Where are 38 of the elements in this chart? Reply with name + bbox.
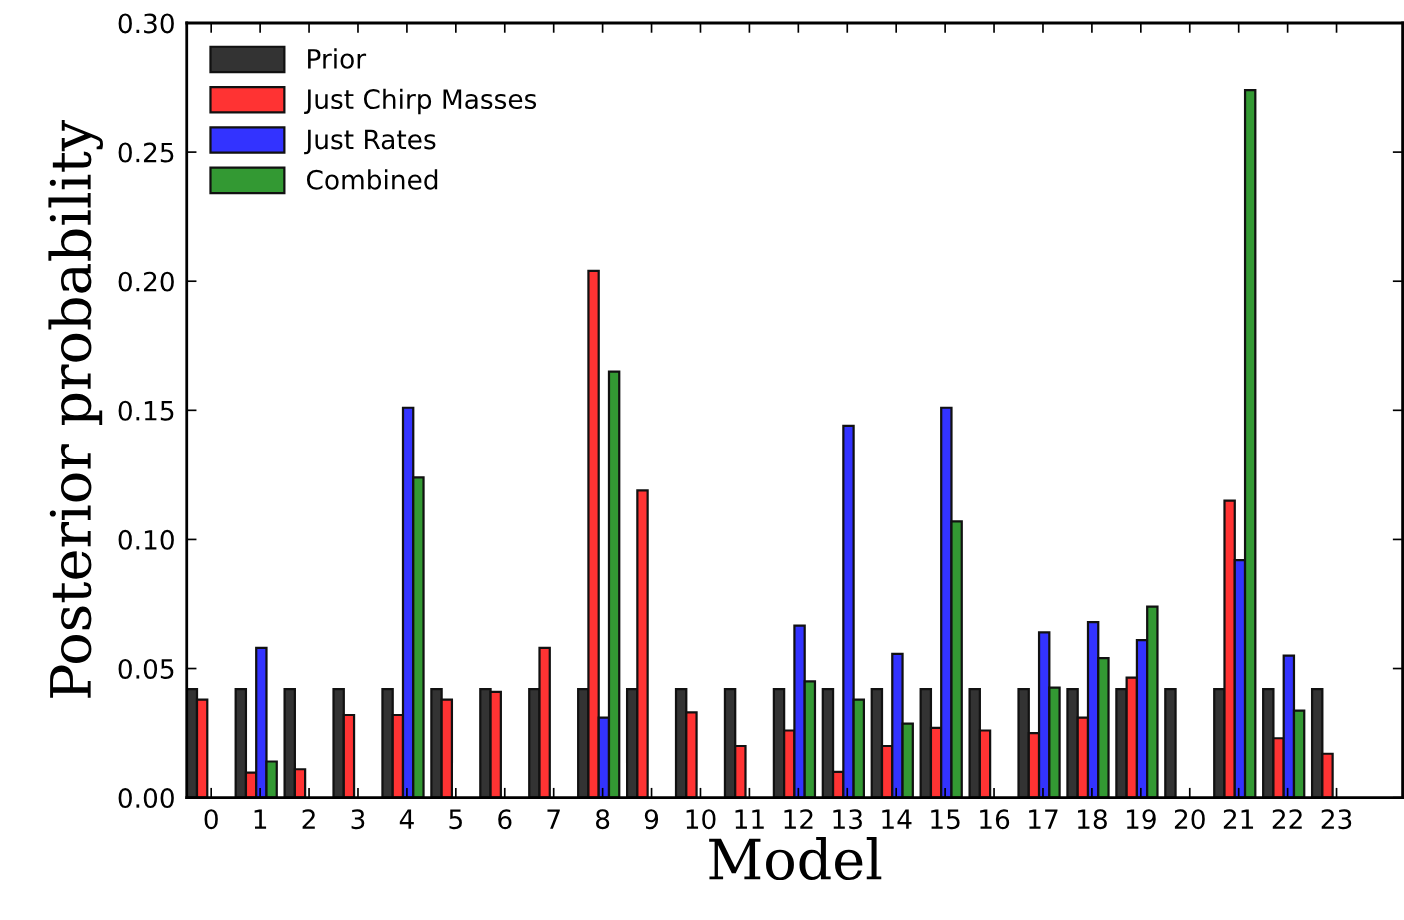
x-tick-label: 18: [1078, 809, 1107, 830]
x-tick-label: 23: [1321, 809, 1352, 830]
x-tick-label: 6: [498, 809, 512, 830]
x-tick-label: 3: [351, 809, 365, 830]
y-tick-label: 0.00: [118, 788, 174, 809]
x-tick-label: 16: [980, 809, 1010, 830]
x-tick-label: 11: [735, 809, 764, 829]
x-tick-label: 20: [1174, 809, 1205, 830]
x-tick-label: 19: [1126, 809, 1156, 830]
y-tick-label: 0.30: [118, 13, 174, 34]
legend-label: Just Rates: [304, 129, 436, 155]
x-axis-title: Model: [709, 837, 882, 881]
y-tick-label: 0.15: [118, 400, 174, 421]
x-tick-label: 2: [302, 809, 315, 829]
x-tick-label: 9: [644, 809, 659, 830]
x-tick-label: 5: [449, 809, 462, 830]
x-tick-label: 21: [1223, 809, 1254, 829]
x-tick-label: 13: [833, 809, 862, 830]
y-tick-label: 0.10: [118, 529, 174, 550]
x-tick-label: 12: [784, 809, 813, 829]
x-tick-label: 15: [931, 809, 960, 830]
y-axis-title: Posterior probability: [48, 119, 103, 698]
x-tick-label: 10: [686, 809, 716, 830]
legend-label: Prior: [308, 48, 367, 69]
x-tick-label: 7: [547, 809, 560, 829]
y-tick-label: 0.05: [118, 658, 174, 679]
x-tick-label: 22: [1272, 809, 1302, 829]
bar: [1164, 688, 1177, 798]
x-tick-label: 14: [882, 809, 912, 829]
x-tick-label: 8: [596, 809, 610, 830]
y-tick-label: 0.20: [118, 271, 174, 292]
x-tick-label: 0: [204, 809, 218, 830]
x-tick-label: 1: [254, 809, 267, 829]
x-tick-label: 17: [1029, 809, 1058, 829]
y-tick-label: 0.25: [118, 142, 174, 163]
legend-label: Combined: [306, 169, 438, 190]
x-tick-label: 4: [399, 809, 414, 829]
legend-label: Just Chirp Masses: [304, 88, 537, 115]
